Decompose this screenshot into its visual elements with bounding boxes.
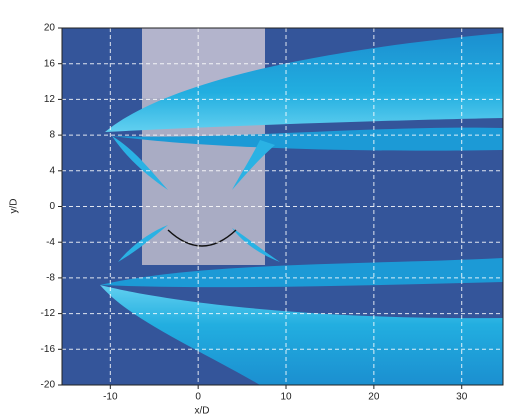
- y-tick-label: 12: [44, 94, 56, 105]
- chart: x/D y/D -10 0 10 20 30 -20 -16 -12 -8 -4 0 4 8 12 16 20: [0, 0, 505, 419]
- y-tick-label: 0: [49, 201, 55, 212]
- x-axis-label: x/D: [195, 406, 210, 417]
- x-tick-label: 20: [368, 392, 380, 403]
- y-tick-label: -12: [41, 308, 56, 319]
- y-tick-label: 8: [49, 130, 55, 141]
- y-tick-label: -4: [46, 237, 55, 248]
- y-tick-label: -8: [46, 273, 55, 284]
- x-tick-label: 0: [195, 392, 201, 403]
- y-tick-label: 4: [49, 165, 55, 176]
- y-tick-label: -20: [41, 380, 56, 391]
- x-tick-label: 30: [456, 392, 468, 403]
- x-tick-label: -10: [103, 392, 118, 403]
- x-tick-label: 10: [280, 392, 292, 403]
- y-tick-label: -16: [41, 344, 56, 355]
- y-tick-label: 20: [44, 23, 56, 34]
- y-tick-label: 16: [44, 58, 56, 69]
- y-axis-label: y/D: [9, 199, 20, 214]
- plot-area: [62, 28, 503, 385]
